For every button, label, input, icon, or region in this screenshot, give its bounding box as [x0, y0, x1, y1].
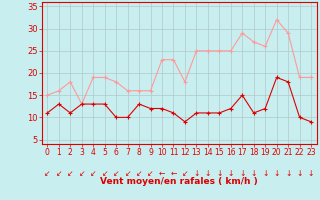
Text: ↓: ↓ — [205, 169, 211, 178]
Text: ↙: ↙ — [124, 169, 131, 178]
Text: ↓: ↓ — [251, 169, 257, 178]
Text: ↙: ↙ — [147, 169, 154, 178]
Text: ↙: ↙ — [113, 169, 119, 178]
Text: ↙: ↙ — [182, 169, 188, 178]
Text: ↓: ↓ — [262, 169, 268, 178]
Text: ↓: ↓ — [228, 169, 234, 178]
Text: ↓: ↓ — [216, 169, 222, 178]
Text: ↓: ↓ — [193, 169, 200, 178]
Text: ↓: ↓ — [274, 169, 280, 178]
Text: ↙: ↙ — [136, 169, 142, 178]
Text: ↙: ↙ — [44, 169, 51, 178]
Text: ↓: ↓ — [239, 169, 245, 178]
Text: ↓: ↓ — [308, 169, 314, 178]
Text: ↙: ↙ — [78, 169, 85, 178]
Text: ←: ← — [159, 169, 165, 178]
X-axis label: Vent moyen/en rafales ( km/h ): Vent moyen/en rafales ( km/h ) — [100, 177, 258, 186]
Text: ↙: ↙ — [67, 169, 74, 178]
Text: ←: ← — [170, 169, 177, 178]
Text: ↙: ↙ — [56, 169, 62, 178]
Text: ↙: ↙ — [101, 169, 108, 178]
Text: ↓: ↓ — [285, 169, 291, 178]
Text: ↓: ↓ — [296, 169, 303, 178]
Text: ↙: ↙ — [90, 169, 96, 178]
